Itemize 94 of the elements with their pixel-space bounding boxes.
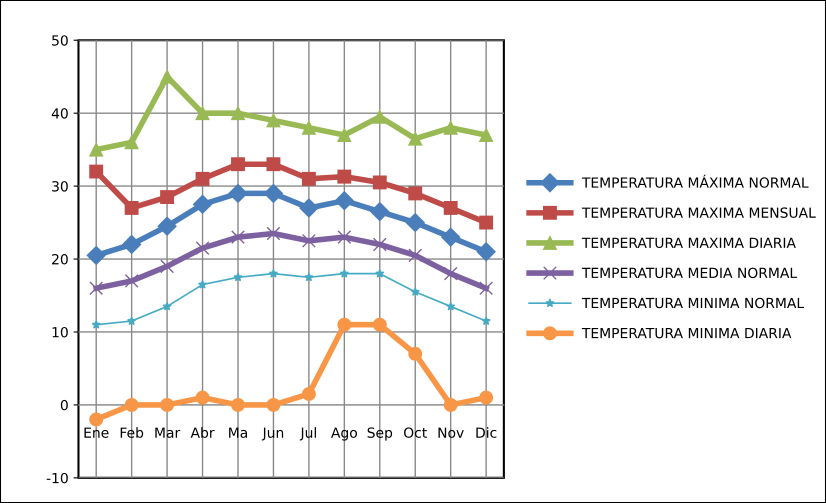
point <box>302 172 316 186</box>
point <box>86 246 106 265</box>
y-tick-label: 50 <box>52 35 68 46</box>
point <box>266 226 280 240</box>
point <box>196 390 210 405</box>
point <box>89 412 104 426</box>
point <box>196 106 210 120</box>
legend-label: TEMPERATURA MINIMA DIARIA <box>582 328 792 338</box>
x-tick-label: Ago <box>331 428 357 441</box>
point <box>160 259 174 274</box>
point <box>198 280 208 289</box>
point <box>408 132 422 146</box>
point <box>337 170 352 184</box>
point <box>408 186 422 200</box>
point <box>479 216 494 230</box>
x-tick-label: Jul <box>300 427 316 440</box>
y-tick-label: 40 <box>52 108 68 119</box>
point <box>302 120 316 135</box>
point <box>124 201 139 215</box>
point <box>89 142 104 157</box>
y-tick-label: 10 <box>52 326 68 338</box>
x-tick-label: Abr <box>190 427 215 438</box>
point <box>410 287 420 296</box>
point <box>372 110 387 124</box>
x-tick-label: Ma <box>229 428 247 438</box>
y-tick-label: 30 <box>52 181 68 192</box>
point <box>337 230 352 244</box>
point <box>337 318 352 332</box>
point <box>479 128 494 142</box>
point <box>406 213 425 232</box>
point <box>337 128 352 142</box>
point <box>162 302 172 311</box>
point <box>89 281 104 296</box>
point <box>231 398 245 412</box>
point <box>444 266 458 281</box>
point <box>299 198 318 218</box>
point <box>479 281 494 296</box>
legend-label: TEMPERATURA MAXIMA MENSUAL <box>582 207 816 218</box>
point <box>233 272 243 282</box>
point <box>158 216 177 236</box>
point <box>268 268 278 278</box>
point <box>196 172 210 186</box>
point <box>334 191 354 210</box>
point <box>124 274 139 288</box>
point <box>444 120 458 135</box>
legend-label: TEMPERATURA MEDIA NORMAL <box>582 268 798 278</box>
point <box>231 106 245 120</box>
point <box>266 398 280 412</box>
point <box>446 302 456 311</box>
point <box>266 157 280 172</box>
point <box>160 190 174 204</box>
point <box>444 398 458 412</box>
x-tick-label: Nov <box>438 428 464 438</box>
point <box>124 398 139 412</box>
point <box>372 318 387 332</box>
point <box>266 114 280 128</box>
legend-label: TEMPERATURA MÁXIMA NORMAL <box>582 174 809 188</box>
x-tick-label: Sep <box>368 427 392 441</box>
point <box>476 242 496 262</box>
legend-label: TEMPERATURA MAXIMA DIARIA <box>582 238 796 248</box>
point <box>444 201 458 215</box>
point <box>408 346 422 361</box>
point <box>408 248 422 262</box>
point <box>302 387 316 401</box>
point <box>481 316 491 326</box>
x-tick-label: Mar <box>155 428 180 438</box>
x-tick-label: Feb <box>120 427 144 438</box>
point <box>231 230 245 244</box>
point <box>231 157 245 172</box>
point <box>122 234 142 254</box>
point <box>193 194 212 214</box>
x-tick-label: Ene <box>84 428 109 438</box>
point <box>160 398 174 412</box>
point <box>89 164 104 178</box>
point <box>340 268 349 278</box>
point <box>372 176 387 190</box>
legend-label: TEMPERATURA MINIMA NORMAL <box>582 298 804 308</box>
point <box>304 272 314 282</box>
y-tick-label: 0 <box>60 400 68 410</box>
point <box>441 228 460 247</box>
point <box>126 316 136 326</box>
point <box>92 320 101 329</box>
y-tick-label: -10 <box>46 472 68 484</box>
x-tick-label: Dic <box>476 427 496 438</box>
point <box>479 390 494 405</box>
point <box>302 234 316 248</box>
point <box>375 268 384 278</box>
x-tick-label: Jun <box>262 428 284 440</box>
x-tick-label: Oct <box>404 427 427 438</box>
point <box>196 241 210 256</box>
y-tick-label: 20 <box>52 254 68 265</box>
point <box>370 202 390 222</box>
point <box>124 135 139 150</box>
point <box>372 238 387 252</box>
